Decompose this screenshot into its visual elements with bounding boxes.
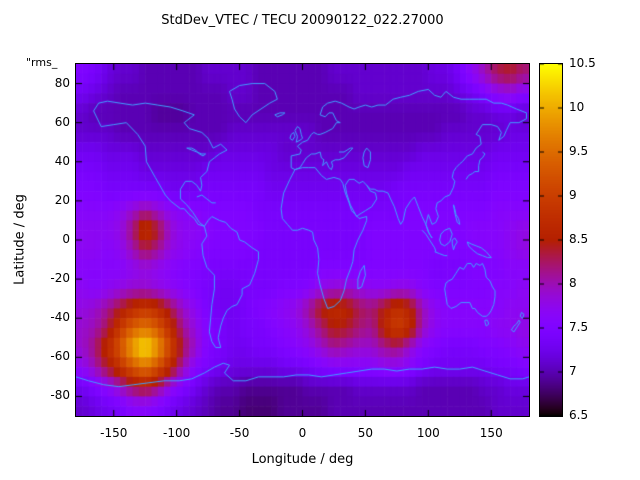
y-tick-label: 40 xyxy=(54,153,70,168)
y-tick-label: -20 xyxy=(50,271,70,286)
y-tick-label: -40 xyxy=(50,310,70,325)
x-tick-label: 0 xyxy=(298,426,307,440)
colorbar-tick-label: 7.5 xyxy=(569,320,589,334)
colorbar-tick-label: 9 xyxy=(569,188,577,202)
colorbar-tick-label: 9.5 xyxy=(569,144,589,158)
x-tick-label: -100 xyxy=(163,426,191,440)
y-tick-label: 20 xyxy=(54,192,70,207)
y-tick-label: 80 xyxy=(54,75,70,90)
x-tick-label: 150 xyxy=(479,426,503,440)
x-axis-label: Longitude / deg xyxy=(251,452,354,467)
y-tick-label: -80 xyxy=(50,388,70,403)
y-axis-label: Latitude / deg xyxy=(12,194,28,285)
y-tick-label: -60 xyxy=(50,349,70,364)
x-tick-label: -150 xyxy=(100,426,128,440)
corner-label: "rms_ xyxy=(26,56,58,69)
x-tick-label: 100 xyxy=(416,426,440,440)
y-tick-label: 60 xyxy=(54,114,70,129)
colorbar xyxy=(539,63,563,417)
colorbar-tick-label: 10.5 xyxy=(569,56,596,70)
colorbar-tick-label: 7 xyxy=(569,364,577,378)
colorbar-tick-label: 10 xyxy=(569,100,585,114)
colorbar-tick-label: 8 xyxy=(569,276,577,290)
y-tick-label: 0 xyxy=(62,232,70,246)
plot-area xyxy=(75,63,530,417)
chart-title: StdDev_VTEC / TECU 20090122_022.27000 xyxy=(161,13,444,28)
heatmap-canvas xyxy=(76,64,529,416)
x-tick-label: 50 xyxy=(357,426,374,440)
x-tick-label: -50 xyxy=(229,426,250,440)
colorbar-canvas xyxy=(540,64,562,416)
colorbar-tick-label: 8.5 xyxy=(569,232,589,246)
colorbar-tick-label: 6.5 xyxy=(569,408,589,422)
